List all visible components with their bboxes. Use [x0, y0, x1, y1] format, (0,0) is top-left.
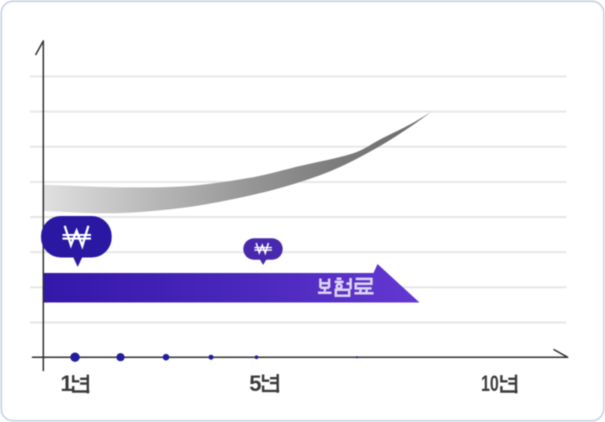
- svg-text:1: 1: [60, 371, 72, 396]
- svg-text:10: 10: [481, 371, 499, 396]
- svg-text:5: 5: [249, 371, 261, 396]
